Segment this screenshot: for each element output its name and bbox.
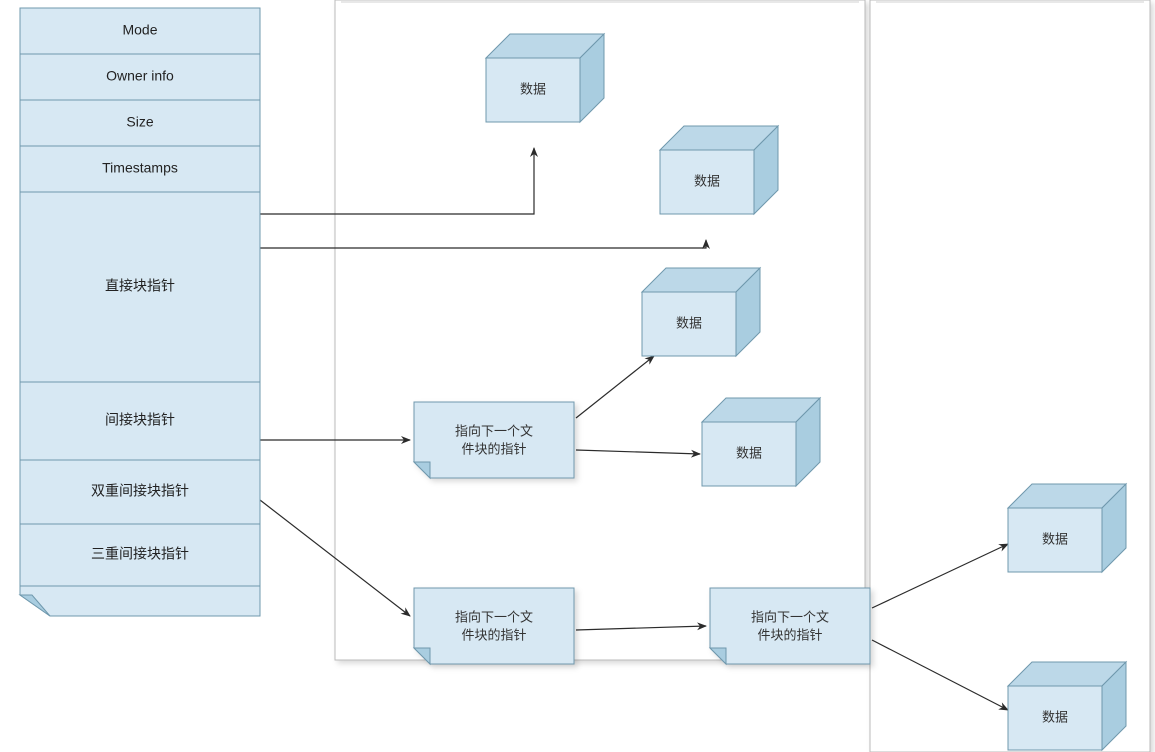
- data-cube: 数据: [1008, 484, 1126, 572]
- note-text-line2: 件块的指针: [461, 441, 526, 456]
- note-text-line1: 指向下一个文: [751, 609, 829, 624]
- inode-row-label: 三重间接块指针: [91, 546, 189, 562]
- data-cube: 数据: [642, 268, 760, 356]
- inode-row-label: Size: [126, 114, 153, 130]
- note-text-line1: 指向下一个文: [455, 423, 533, 438]
- cube-label: 数据: [520, 81, 546, 96]
- cube-label: 数据: [676, 315, 702, 330]
- inode-row-label: 双重间接块指针: [91, 483, 189, 499]
- note-text-line1: 指向下一个文: [455, 609, 533, 624]
- cube-label: 数据: [1042, 531, 1068, 546]
- cube-label: 数据: [694, 173, 720, 188]
- note-text-line2: 件块的指针: [461, 627, 526, 642]
- pointer-note: 指向下一个文件块的指针: [710, 588, 870, 664]
- data-cube: 数据: [486, 34, 604, 122]
- inode-row-label: Owner info: [106, 68, 174, 84]
- page-sheet: [870, 0, 1150, 752]
- inode-row-label: Mode: [122, 22, 157, 38]
- note-text-line2: 件块的指针: [757, 627, 822, 642]
- data-cube: 数据: [702, 398, 820, 486]
- cube-label: 数据: [1042, 709, 1068, 724]
- data-cube: 数据: [660, 126, 778, 214]
- pointer-note: 指向下一个文件块的指针: [414, 402, 574, 478]
- inode-row-label: 直接块指针: [105, 278, 175, 294]
- inode-table: Mode Owner info Size Timestamps 直接块指针间接块指针双重…: [20, 8, 260, 616]
- data-cube: 数据: [1008, 662, 1126, 750]
- inode-row-label: Timestamps: [102, 160, 178, 176]
- inode-row-label: 间接块指针: [105, 412, 175, 428]
- pointer-note: 指向下一个文件块的指针: [414, 588, 574, 664]
- cube-label: 数据: [736, 445, 762, 460]
- inode-diagram: Mode Owner info Size Timestamps 直接块指针间接块指针双重…: [0, 0, 1155, 752]
